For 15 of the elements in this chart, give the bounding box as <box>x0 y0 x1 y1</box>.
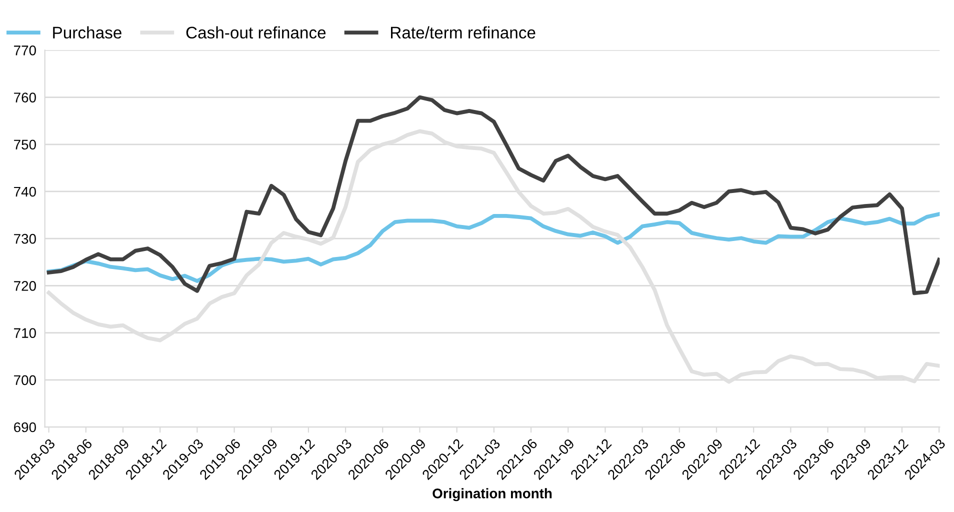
y-tick-label: 770 <box>14 46 36 56</box>
y-tick-label: 740 <box>14 186 36 197</box>
y-tick-label: 760 <box>14 92 36 102</box>
legend-label: Purchase <box>53 26 122 39</box>
y-tick-label: 750 <box>14 140 36 150</box>
line-series <box>46 95 940 296</box>
y-tick-label: 700 <box>14 375 36 386</box>
y-tick-label: 720 <box>14 281 36 291</box>
y-tick-label: 710 <box>14 328 36 338</box>
legend-label: Cash-out refinance <box>186 26 326 39</box>
y-tick-label: 690 <box>14 422 36 432</box>
y-tick-label: 730 <box>14 234 36 244</box>
x-axis-title: Origination month <box>432 488 552 502</box>
legend-label: Rate/term refinance <box>391 26 536 39</box>
line-series <box>46 212 940 283</box>
